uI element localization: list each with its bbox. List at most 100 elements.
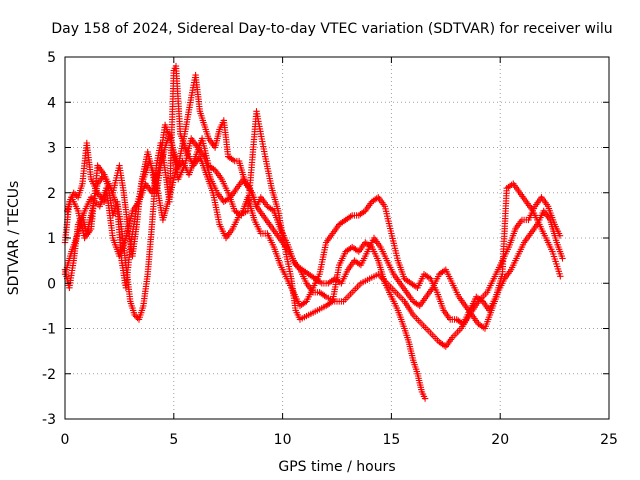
data-point-markers [220,117,232,158]
data-point-markers [388,230,401,262]
data-point-markers [351,257,363,268]
data-point-markers [120,189,131,230]
data-point-markers [122,246,134,291]
data-point-markers [148,169,162,196]
data-point-markers [129,200,141,215]
data-point-markers [264,203,276,213]
data-point-markers [127,205,140,251]
y-tick-label: 2 [47,186,56,202]
data-point-markers [523,198,535,213]
data-point-markers [405,338,416,362]
data-point-markers [455,293,468,308]
data-point-markers [246,185,259,208]
x-tick-label: 5 [169,432,178,448]
data-point-markers [366,272,380,282]
data-point-markers [410,357,420,375]
tick-layer: 0 5 10 15 20 25 -3 -2 -1 0 1 2 3 4 5 [42,50,618,448]
data-point-markers [414,370,425,393]
data-point-markers [420,271,433,281]
data-point-markers [303,286,316,305]
data-point-markers [214,189,226,204]
data-point-markers [231,207,243,218]
data-point-markers [257,130,268,158]
y-tick-label: -3 [42,412,56,428]
data-point-markers [396,280,409,294]
data-point-markers [540,207,553,222]
data-point-markers [410,298,422,308]
data-point-markers [547,216,560,244]
data-point-markers [181,137,194,169]
data-point-markers [257,230,269,237]
data-point-markers [316,289,328,299]
data-point-markers [349,243,361,254]
data-point-markers [462,302,474,317]
data-point-markers [475,320,487,331]
data-point-markers [161,121,174,144]
data-point-markers [375,194,387,208]
data-point-markers [357,250,370,269]
data-point-markers [264,230,276,248]
data-point-markers [473,293,485,304]
data-point-markers [312,275,324,286]
data-point-markers [423,286,435,300]
grid-layer [65,57,609,419]
data-point-markers [296,312,310,323]
data-point-markers [181,96,194,138]
data-point-markers [381,280,394,298]
data-point-markers [277,261,290,280]
data-point-markers [175,164,187,183]
data-point-markers [362,200,374,215]
data-point-markers [268,185,281,212]
data-point-markers [74,209,88,237]
data-point-markers [209,189,223,226]
data-point-markers [140,273,151,310]
data-point-markers [468,311,481,326]
data-point-markers [172,62,184,135]
data-point-markers [416,295,429,310]
data-point-markers [316,241,329,278]
data-point-markers [229,214,242,233]
data-point-markers [449,280,461,298]
data-point-markers [83,139,94,180]
data-point-markers [270,243,283,267]
data-point-markers [407,280,420,290]
y-tick-label: -1 [42,322,56,338]
data-point-markers [257,194,270,208]
data-point-markers [542,234,555,253]
data-point-markers [503,181,515,192]
data-point-markers [342,245,354,255]
series-track-4 [61,121,566,332]
data-point-markers [201,153,214,181]
data-point-markers [553,239,566,262]
data-point-markers [357,276,371,287]
data-point-markers [225,153,237,164]
data-point-markers [436,338,448,349]
data-point-markers [244,194,257,221]
data-point-markers [383,257,396,276]
data-point-markers [253,203,265,217]
data-point-markers [122,210,136,242]
data-point-markers [449,327,463,341]
data-point-markers [131,311,141,322]
data-point-markers [331,275,343,286]
data-point-markers [74,207,88,239]
data-point-markers [270,207,283,230]
data-point-markers [549,248,564,280]
data-point-markers [442,336,455,350]
data-point-markers [516,189,529,204]
x-tick-label: 10 [274,432,292,448]
series-layer [61,62,566,402]
data-point-markers [381,203,394,235]
y-tick-label: 4 [47,95,56,111]
x-tick-label: 0 [61,432,70,448]
data-point-markers [240,176,252,190]
data-point-markers [299,266,311,277]
data-point-markers [336,250,348,269]
data-point-markers [222,227,235,242]
data-point-markers [305,308,319,319]
data-point-markers [505,228,518,251]
data-point-markers [177,130,190,153]
data-point-markers [401,325,412,343]
data-point-markers [370,234,383,249]
